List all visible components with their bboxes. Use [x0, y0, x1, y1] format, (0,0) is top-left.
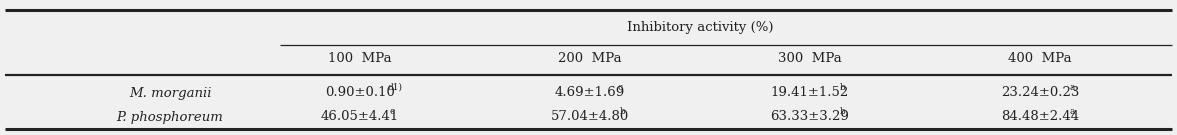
Text: a: a	[1070, 82, 1076, 92]
Text: 57.04±4.80: 57.04±4.80	[551, 111, 630, 124]
Text: 0.90±0.10: 0.90±0.10	[325, 87, 395, 99]
Text: b: b	[840, 82, 846, 92]
Text: 4.69±1.69: 4.69±1.69	[554, 87, 625, 99]
Text: b: b	[620, 107, 626, 116]
Text: 19.41±1.52: 19.41±1.52	[771, 87, 849, 99]
Text: 63.33±3.29: 63.33±3.29	[771, 111, 850, 124]
Text: Inhibitory activity (%): Inhibitory activity (%)	[626, 21, 773, 33]
Text: 23.24±0.23: 23.24±0.23	[1000, 87, 1079, 99]
Text: 400  MPa: 400 MPa	[1009, 53, 1072, 65]
Text: b: b	[840, 107, 846, 116]
Text: c: c	[390, 107, 395, 116]
Text: 84.48±2.44: 84.48±2.44	[1000, 111, 1079, 124]
Text: c: c	[617, 82, 623, 92]
Text: 200  MPa: 200 MPa	[558, 53, 621, 65]
Text: a: a	[1070, 107, 1076, 116]
Text: P. phosphoreum: P. phosphoreum	[117, 111, 224, 124]
Text: 46.05±4.41: 46.05±4.41	[321, 111, 399, 124]
Text: d1): d1)	[387, 82, 403, 92]
Text: 100  MPa: 100 MPa	[328, 53, 392, 65]
Text: M. morganii: M. morganii	[128, 87, 211, 99]
Text: 300  MPa: 300 MPa	[778, 53, 842, 65]
